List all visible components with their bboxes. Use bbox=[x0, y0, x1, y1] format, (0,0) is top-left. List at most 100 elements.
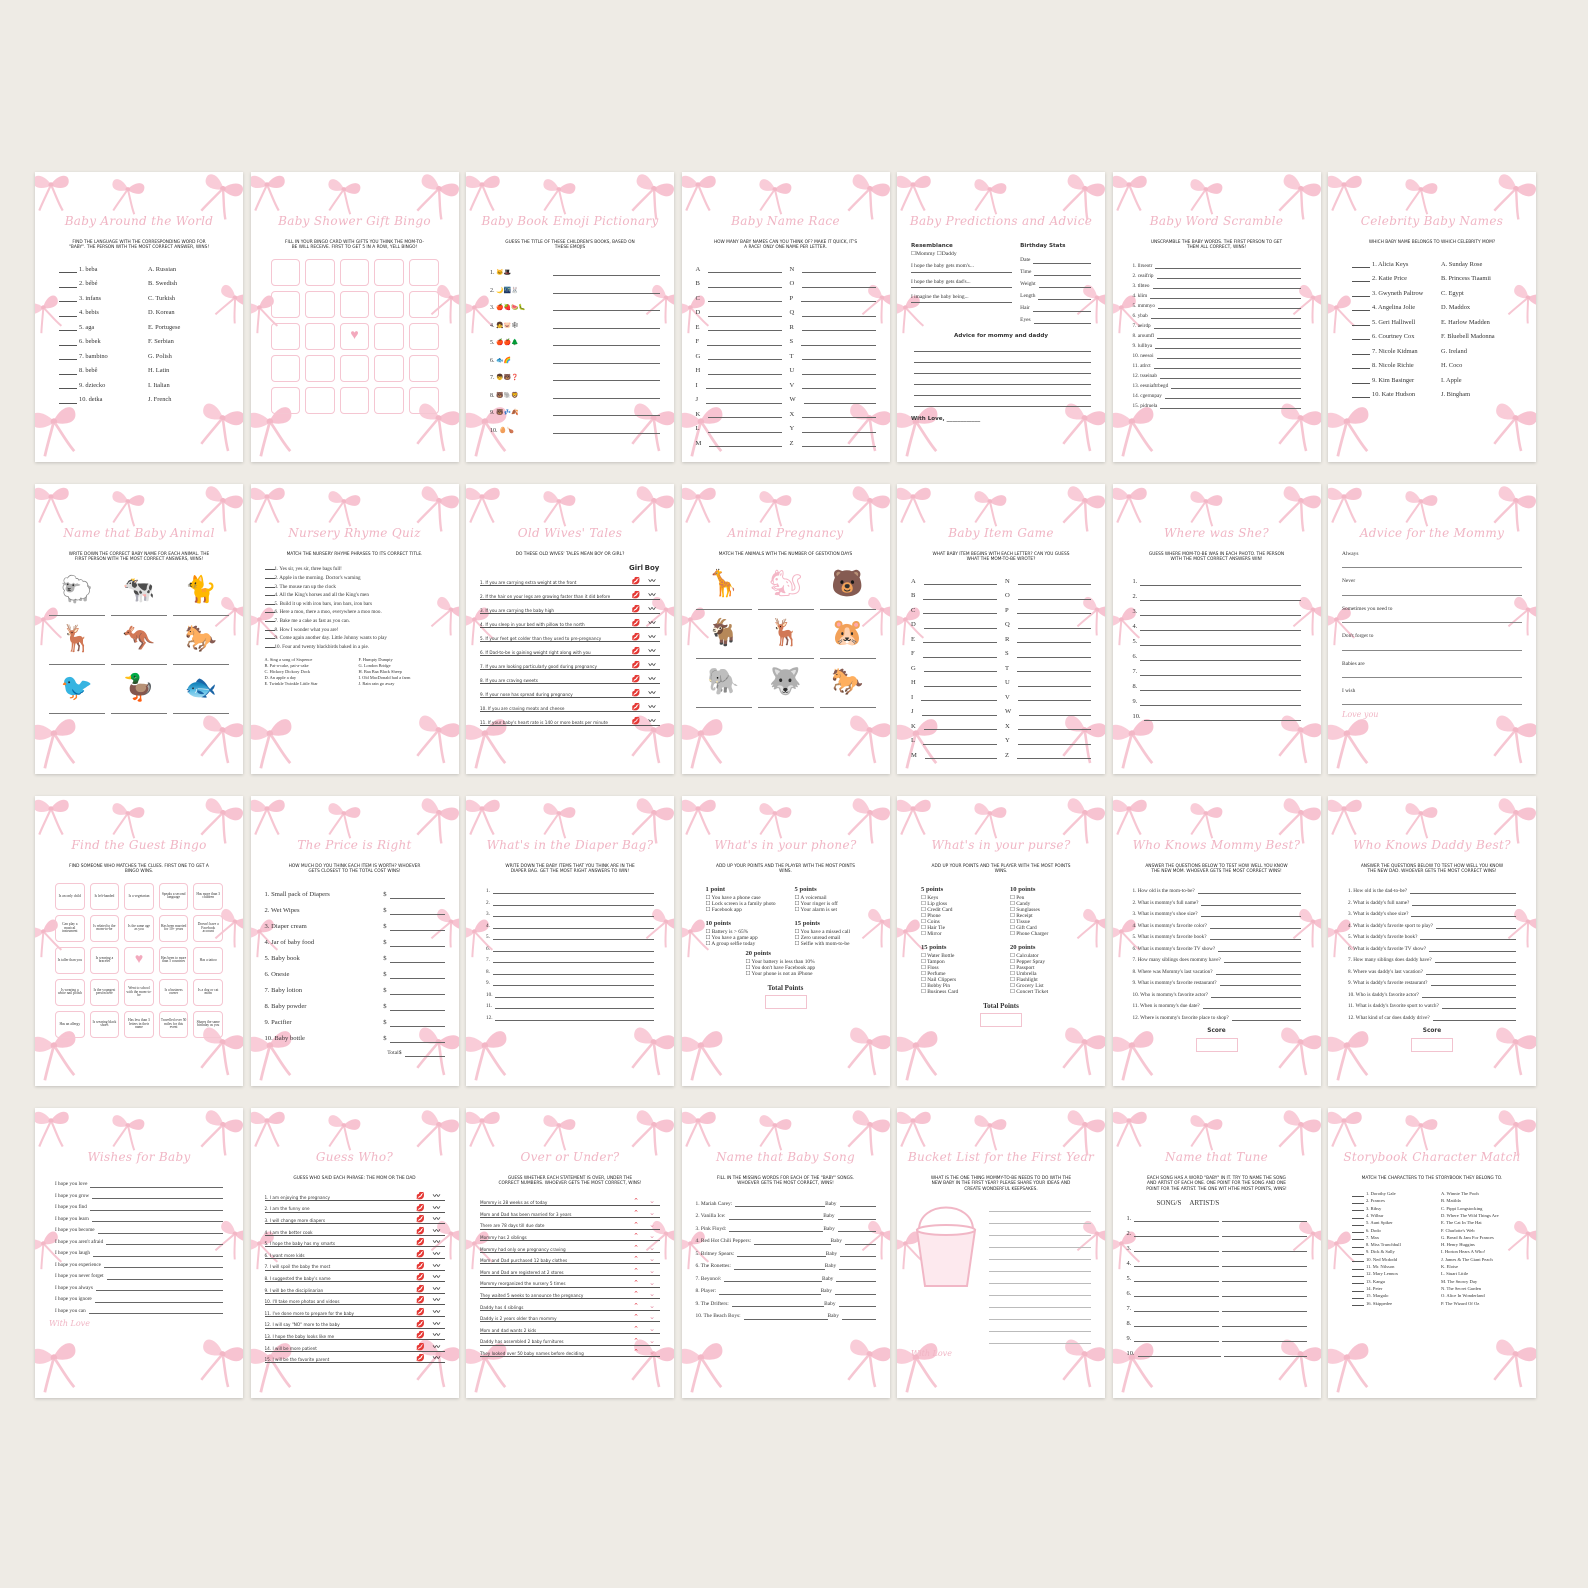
answer-line[interactable] bbox=[989, 1296, 1091, 1309]
total-points-box[interactable] bbox=[980, 1012, 1022, 1027]
lips-icon[interactable]: 💋 bbox=[416, 1342, 425, 1351]
checkbox[interactable]: ☐ bbox=[911, 250, 917, 257]
answer-line[interactable] bbox=[1017, 642, 1091, 644]
artist-line[interactable] bbox=[1221, 1236, 1307, 1238]
answer-line[interactable] bbox=[706, 402, 782, 404]
bingo-cell[interactable] bbox=[305, 322, 335, 350]
answer-line[interactable] bbox=[92, 1198, 223, 1199]
answer-line[interactable] bbox=[1210, 996, 1301, 998]
answer-line[interactable] bbox=[553, 292, 660, 294]
mustache-icon[interactable]: 〰 bbox=[648, 689, 656, 698]
answer-line[interactable] bbox=[1420, 939, 1516, 941]
answer-line[interactable] bbox=[989, 1236, 1091, 1249]
bingo-cell[interactable]: Has been to more than 5 countries bbox=[158, 946, 189, 974]
answer-line[interactable] bbox=[989, 1248, 1091, 1261]
artist-line[interactable] bbox=[1221, 1251, 1307, 1253]
checkbox[interactable]: ☐ bbox=[921, 912, 926, 919]
answer-line[interactable] bbox=[495, 1019, 654, 1021]
answer-line[interactable] bbox=[173, 663, 229, 665]
answer-line[interactable] bbox=[708, 315, 782, 317]
answer-line[interactable] bbox=[1435, 927, 1516, 929]
checkbox[interactable]: ☐ bbox=[921, 958, 926, 965]
bingo-cell[interactable] bbox=[305, 386, 335, 414]
answer-line[interactable] bbox=[707, 431, 782, 433]
answer-line[interactable] bbox=[553, 432, 660, 434]
song-line[interactable] bbox=[1134, 1236, 1219, 1238]
artist-line[interactable] bbox=[1223, 1356, 1307, 1358]
answer-line[interactable] bbox=[495, 996, 654, 998]
arrow-up-icon[interactable]: ⌃ bbox=[633, 1255, 639, 1264]
bingo-cell[interactable] bbox=[270, 258, 301, 286]
checkbox[interactable]: ☐ bbox=[1010, 976, 1015, 983]
checkbox[interactable]: ☐ bbox=[1010, 924, 1015, 931]
checkbox[interactable]: ☐ bbox=[921, 952, 926, 959]
arrow-up-icon[interactable]: ⌃ bbox=[633, 1348, 639, 1357]
answer-line[interactable] bbox=[728, 1218, 824, 1220]
lips-icon[interactable]: 💋 bbox=[631, 633, 641, 642]
answer-line[interactable] bbox=[707, 286, 782, 288]
checkbox[interactable]: ☐ bbox=[1010, 982, 1015, 989]
checkbox[interactable]: ☐ bbox=[705, 934, 711, 941]
checkbox[interactable]: ☐ bbox=[936, 250, 942, 257]
answer-line[interactable] bbox=[1202, 1008, 1301, 1010]
arrow-down-icon[interactable]: ⌄ bbox=[649, 1220, 655, 1229]
answer-line[interactable] bbox=[1033, 322, 1091, 324]
lips-icon[interactable]: 💋 bbox=[631, 689, 641, 698]
answer-line[interactable] bbox=[801, 359, 876, 361]
mustache-icon[interactable]: 〰 bbox=[433, 1273, 440, 1282]
mustache-icon[interactable]: 〰 bbox=[433, 1215, 440, 1224]
bingo-cell[interactable] bbox=[374, 258, 404, 286]
arrow-up-icon[interactable]: ⌃ bbox=[633, 1336, 639, 1345]
artist-line[interactable] bbox=[1221, 1341, 1307, 1343]
answer-line[interactable] bbox=[553, 327, 660, 329]
answer-line[interactable] bbox=[707, 330, 782, 332]
checkbox[interactable]: ☐ bbox=[921, 970, 926, 977]
checkbox[interactable]: ☐ bbox=[921, 976, 926, 983]
answer-line[interactable] bbox=[492, 973, 654, 975]
arrow-up-icon[interactable]: ⌃ bbox=[633, 1290, 639, 1299]
answer-line[interactable] bbox=[1034, 274, 1091, 276]
answer-line[interactable] bbox=[914, 406, 1091, 408]
answer-line[interactable] bbox=[743, 1318, 828, 1320]
answer-line[interactable] bbox=[492, 904, 654, 906]
answer-line[interactable] bbox=[492, 893, 654, 895]
mustache-icon[interactable]: 〰 bbox=[648, 619, 656, 628]
checkbox[interactable]: ☐ bbox=[1010, 952, 1015, 959]
arrow-down-icon[interactable]: ⌄ bbox=[649, 1290, 655, 1299]
bingo-cell[interactable]: Doesn't have a Facebook account bbox=[193, 914, 223, 942]
answer-line[interactable] bbox=[49, 614, 105, 616]
answer-line[interactable] bbox=[802, 388, 876, 390]
bingo-cell[interactable] bbox=[339, 290, 370, 318]
artist-line[interactable] bbox=[1221, 1311, 1307, 1313]
checkbox[interactable]: ☐ bbox=[745, 970, 751, 977]
mustache-icon[interactable]: 〰 bbox=[648, 661, 656, 670]
answer-line[interactable] bbox=[1231, 1019, 1301, 1021]
answer-line[interactable] bbox=[923, 613, 997, 615]
arrow-down-icon[interactable]: ⌄ bbox=[649, 1209, 655, 1217]
answer-line[interactable] bbox=[1155, 347, 1301, 349]
answer-line[interactable] bbox=[1017, 758, 1091, 760]
answer-line[interactable] bbox=[923, 627, 997, 629]
bingo-cell[interactable] bbox=[305, 258, 335, 286]
bingo-cell[interactable] bbox=[270, 386, 301, 414]
bingo-cell[interactable] bbox=[374, 354, 404, 382]
checkbox[interactable]: ☐ bbox=[1010, 918, 1015, 925]
mustache-icon[interactable]: 〰 bbox=[433, 1307, 440, 1316]
arrow-up-icon[interactable]: ⌃ bbox=[633, 1243, 639, 1252]
bingo-free-cell[interactable]: ♥ bbox=[124, 946, 154, 974]
arrow-up-icon[interactable]: ⌃ bbox=[633, 1301, 639, 1310]
lips-icon[interactable]: 💋 bbox=[631, 619, 641, 628]
artist-line[interactable] bbox=[1221, 1221, 1307, 1223]
answer-line[interactable] bbox=[819, 609, 876, 611]
mustache-icon[interactable]: 〰 bbox=[433, 1296, 440, 1305]
answer-line[interactable] bbox=[88, 1313, 223, 1314]
answer-line[interactable] bbox=[707, 301, 782, 303]
artist-line[interactable] bbox=[1221, 1266, 1307, 1268]
answer-line[interactable] bbox=[757, 609, 814, 611]
answer-line[interactable] bbox=[106, 1244, 223, 1245]
answer-line[interactable] bbox=[834, 1293, 876, 1295]
checkbox[interactable]: ☐ bbox=[745, 964, 751, 971]
answer-line[interactable] bbox=[1153, 367, 1301, 369]
answer-line[interactable] bbox=[719, 1293, 821, 1295]
mustache-icon[interactable]: 〰 bbox=[648, 647, 656, 656]
